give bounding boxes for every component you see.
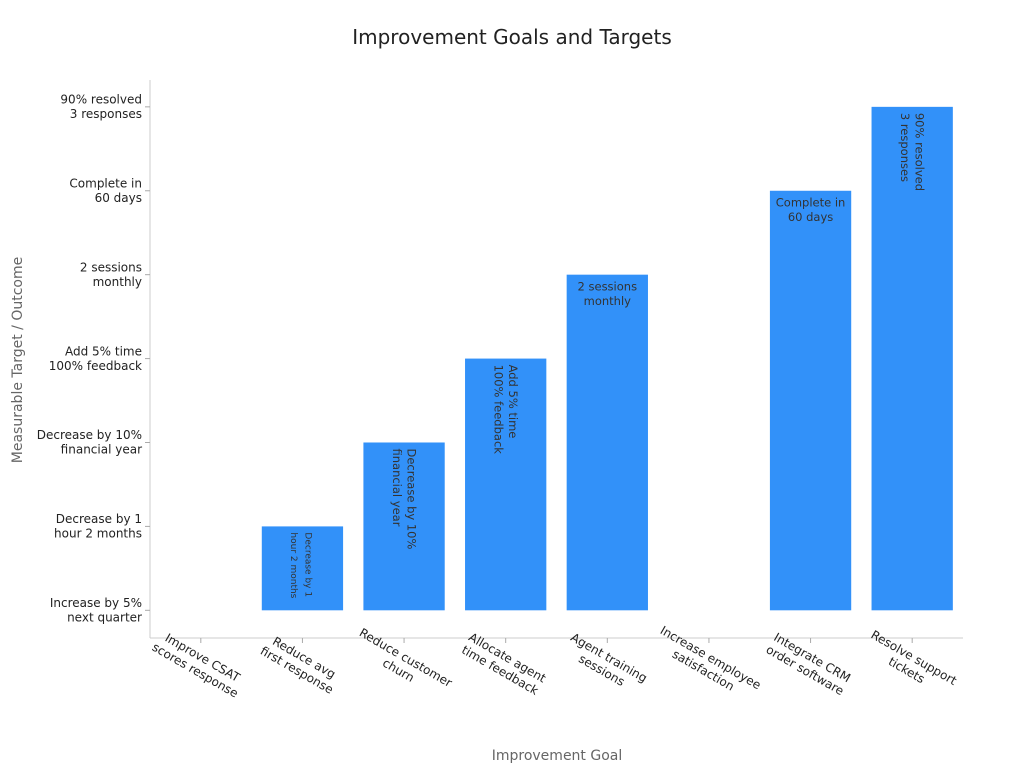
bar-label: Decrease by 10%financial year [390,448,419,549]
y-tick-label: 2 sessions monthly [80,260,142,289]
bar-label-group: Decrease by 1hour 2 months [288,532,313,598]
bar [769,190,852,611]
bar [566,274,648,611]
x-tick-label: Agent trainingsessions [561,630,650,698]
y-tick-label: Decrease by 1 hour 2 months [54,512,142,541]
x-tick-label-group: Increase employeesatisfaction [651,623,764,705]
x-tick-label-group: Integrate CRMorder software [764,630,854,698]
y-tick-label: 90% resolved 3 responses [60,93,142,122]
y-tick-label: Decrease by 10% financial year [37,428,142,457]
y-tick-label: Increase by 5% next quarter [50,596,142,625]
x-tick-label-group: Agent trainingsessions [561,630,650,698]
x-tick-label: Allocate agenttime feedback [459,630,549,698]
bar-label: 90% resolved3 responses [898,113,927,191]
y-tick-label: Complete in 60 days [69,177,142,206]
bar-label: Complete in 60 days [776,196,846,225]
bar-label: Add 5% time100% feedback [491,365,520,455]
bar-label-group: 90% resolved3 responses [898,113,927,191]
x-tick-label: Increase employeesatisfaction [651,623,764,705]
x-tick-label: Integrate CRMorder software [764,630,854,698]
chart-title: Improvement Goals and Targets [352,25,672,49]
x-axis-title: Improvement Goal [492,748,623,764]
x-tick-label: Reduce customerchurn [350,625,455,702]
bar-label-group: Add 5% time100% feedback [491,365,520,455]
y-axis-title: Measurable Target / Outcome [10,257,26,463]
bar-label: Decrease by 1hour 2 months [288,532,313,598]
bar [465,358,547,611]
x-tick-label: Reduce avgfirst response [258,631,343,697]
x-tick-label-group: Allocate agenttime feedback [459,630,549,698]
bar [363,442,445,611]
x-tick-label-group: Reduce customerchurn [350,625,455,702]
y-tick-label: Add 5% time 100% feedback [49,344,142,373]
x-tick-label-group: Reduce avgfirst response [258,631,343,697]
bar-label-group: Decrease by 10%financial year [390,448,419,549]
bar [261,526,344,611]
bar-label: 2 sessions monthly [578,279,638,308]
bar [871,106,953,611]
